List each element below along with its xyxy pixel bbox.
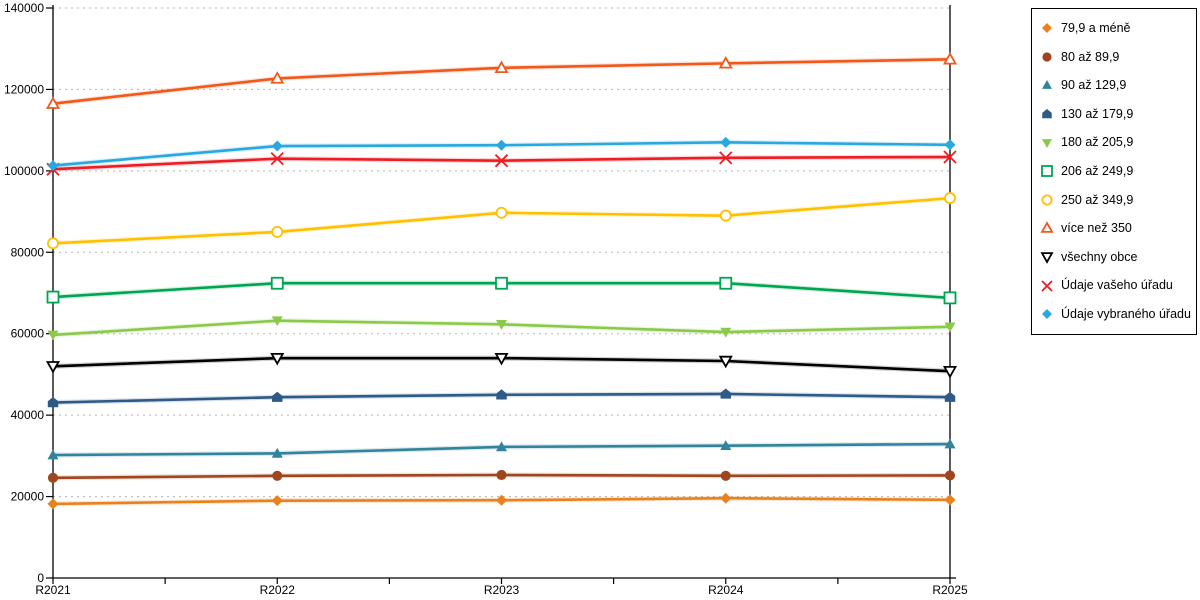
- legend-item-1: 80 až 89,9: [1040, 43, 1194, 72]
- legend-item-5: 206 až 249,9: [1040, 157, 1194, 186]
- legend-item-2: 90 až 129,9: [1040, 71, 1194, 100]
- square-open-marker-icon: [1041, 165, 1053, 178]
- series-0: [47, 492, 956, 510]
- triangle-down-marker-icon: [1042, 138, 1052, 148]
- legend-label: 250 až 349,9: [1061, 192, 1134, 207]
- legend-item-8: všechny obce: [1040, 243, 1194, 272]
- series-7: [45, 51, 958, 109]
- series-3: [47, 388, 956, 408]
- legend-label: Údaje vašeho úřadu: [1061, 278, 1173, 293]
- y-tick-label: 140000: [4, 1, 44, 15]
- y-axis-ticks: 0 20000 40000 60000 80000 100000 120000 140000: [4, 1, 53, 585]
- series-5: [46, 276, 957, 305]
- x-tick-label: R2024: [708, 583, 744, 597]
- x-tick-label: R2021: [35, 583, 71, 597]
- legend-item-4: 180 až 205,9: [1040, 128, 1194, 157]
- legend-label: 79,9 a méně: [1061, 21, 1131, 36]
- series-2: [47, 438, 956, 460]
- legend-item-10: Údaje vybraného úřadu: [1040, 300, 1194, 329]
- pentagon-marker-icon: [1042, 109, 1052, 119]
- legend-item-9: Údaje vašeho úřadu: [1040, 271, 1194, 300]
- series-8: [45, 352, 958, 379]
- y-tick-label: 120000: [4, 82, 44, 96]
- gridlines: [53, 7, 950, 498]
- y-tick-label: 40000: [11, 408, 45, 422]
- y-tick-label: 60000: [11, 327, 45, 341]
- legend-item-6: 250 až 349,9: [1040, 186, 1194, 215]
- circle-marker-icon: [1042, 52, 1052, 62]
- x-tick-label: R2025: [932, 583, 968, 597]
- diamond-marker-icon: [1042, 23, 1052, 34]
- series-1: [47, 469, 956, 483]
- series-6: [47, 192, 956, 250]
- y-tick-label: 80000: [11, 245, 45, 259]
- x-tick-label: R2022: [260, 583, 296, 597]
- legend-label: 80 až 89,9: [1061, 49, 1120, 64]
- legend-label: Údaje vybraného úřadu: [1061, 306, 1191, 321]
- diamond-marker-icon: [1042, 309, 1052, 320]
- y-tick-label: 20000: [11, 490, 45, 504]
- circle-open-marker-icon: [1041, 194, 1053, 206]
- y-tick-label: 0: [37, 571, 44, 585]
- series-10: [47, 136, 956, 172]
- legend-item-0: 79,9 a méně: [1040, 14, 1194, 43]
- legend-label: všechny obce: [1061, 249, 1138, 264]
- x-cross-marker-icon: [1041, 280, 1053, 292]
- legend-label: více než 350: [1061, 221, 1132, 236]
- x-tick-label: R2023: [484, 583, 520, 597]
- triangle-up-open-marker-icon: [1040, 221, 1054, 234]
- y-tick-label: 100000: [4, 164, 44, 178]
- x-axis-ticks: R2021 R2022 R2023 R2024 R2025: [35, 578, 968, 597]
- line-chart: 0 20000 40000 60000 80000 100000 120000 140000 R…: [4, 1, 968, 597]
- legend-label: 180 až 205,9: [1061, 135, 1134, 150]
- legend-label: 130 až 179,9: [1061, 106, 1134, 121]
- triangle-up-marker-icon: [1042, 80, 1052, 90]
- series-4: [47, 316, 956, 341]
- triangle-down-open-marker-icon: [1040, 252, 1054, 264]
- legend-item-3: 130 až 179,9: [1040, 100, 1194, 129]
- legend: 79,9 a méně 80 až 89,9 90 až 129,9 130 až 1…: [1031, 8, 1197, 335]
- legend-label: 90 až 129,9: [1061, 78, 1127, 93]
- legend-item-7: více než 350: [1040, 214, 1194, 243]
- legend-label: 206 až 249,9: [1061, 164, 1134, 179]
